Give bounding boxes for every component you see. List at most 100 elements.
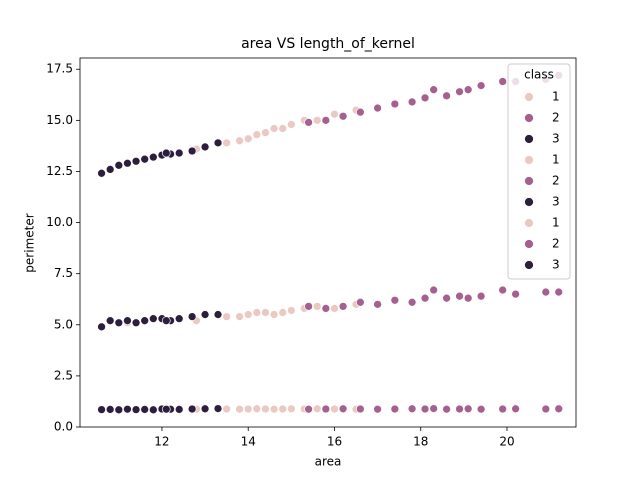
y-tick-label: 15.0 [46,113,73,127]
point [286,120,296,129]
point [105,405,115,414]
point [390,404,400,414]
point [278,404,288,414]
point [429,404,439,413]
point [200,142,210,152]
plot-frame [79,57,577,428]
point [222,312,231,321]
point [463,85,473,95]
point [554,404,564,414]
legend-label: 3 [552,132,560,146]
point [200,310,210,319]
legend-label: 3 [552,258,560,272]
point [330,404,339,414]
point [131,405,141,414]
point [407,97,417,107]
point [355,404,365,414]
point [476,404,486,414]
point [243,310,253,319]
point [330,304,339,313]
point [222,404,231,414]
point [187,312,197,321]
point [252,308,262,317]
point [355,297,365,307]
point [269,310,279,319]
y-tick-label: 7.5 [54,266,73,280]
point [429,85,439,95]
point [140,154,150,164]
point [114,160,124,170]
point [114,318,124,328]
point [455,87,464,97]
point [97,322,106,332]
point [243,134,253,144]
point [511,404,520,414]
point [161,316,171,326]
y-tick-label: 0.0 [54,420,73,434]
point [123,158,132,168]
x-tick-label: 14 [241,435,256,449]
point [286,306,296,315]
legend-label: 3 [552,195,560,209]
legend-swatch [524,134,534,144]
point [541,404,551,414]
point [455,291,464,301]
point [252,404,262,414]
legend-label: 1 [552,216,560,230]
point [498,285,508,295]
point [476,81,486,90]
legend-swatch [524,239,534,249]
point [235,404,244,414]
point [373,299,382,309]
point [420,93,430,103]
point [498,77,508,86]
point [442,91,451,101]
point [187,404,197,414]
point [174,148,184,158]
legend-label: 2 [552,111,560,125]
point [429,285,439,295]
legend-label: 2 [552,237,560,251]
point [161,148,171,158]
point [161,404,171,414]
point [476,291,486,301]
legend-label: 2 [552,174,560,188]
x-tick-label: 18 [413,435,428,449]
legend-swatch [524,92,534,102]
chart-title: area VS length_of_kernel [241,36,415,52]
point [114,405,124,415]
legend-label: 1 [552,153,560,167]
y-tick-label: 2.5 [54,368,73,382]
legend-swatch [524,176,534,186]
point [442,293,451,303]
legend-title: class [524,68,554,82]
point [511,289,520,299]
point [97,168,106,178]
point [463,404,473,414]
point [541,287,551,297]
x-tick-label: 20 [499,435,514,449]
point [261,128,270,137]
point [554,287,564,297]
point [312,116,322,125]
y-axis-label: perimeter [23,213,37,272]
y-tick-label: 5.0 [54,317,73,331]
point [304,302,313,311]
point [213,404,223,413]
point [304,118,313,127]
y-tick-label: 17.5 [46,62,73,76]
y-tick-label: 10.0 [46,215,73,229]
point [355,107,365,117]
point [407,404,417,414]
point [338,111,348,121]
point [200,404,210,414]
legend-swatch [524,218,534,228]
point [278,124,288,133]
x-axis-label: area [315,455,342,469]
point [140,405,150,414]
point [321,116,331,125]
point [338,404,348,414]
legend-swatch [524,197,534,207]
point [148,405,158,415]
